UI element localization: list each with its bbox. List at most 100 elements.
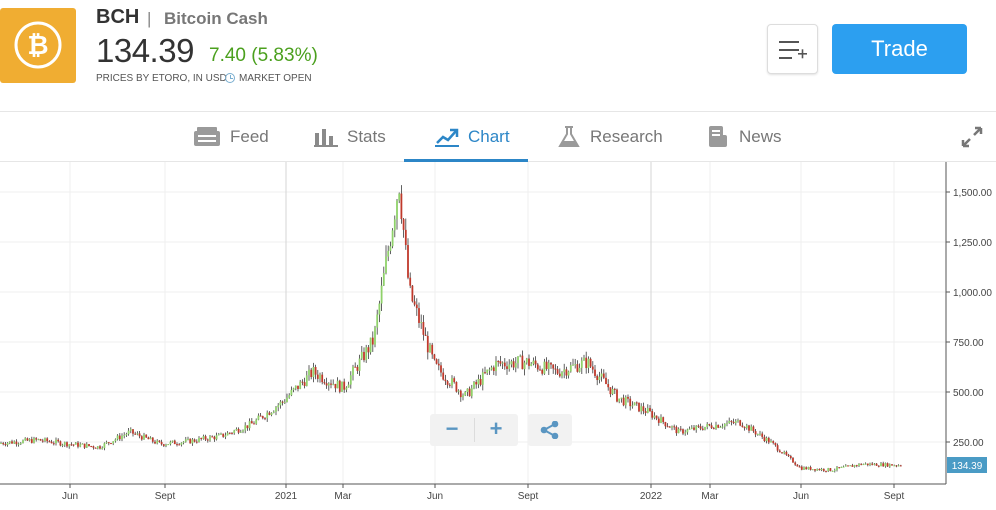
candle-body-down [668,426,671,428]
price-candle [235,427,238,431]
price-candle [741,422,744,428]
share-button[interactable] [528,414,572,446]
price-candle [693,425,695,431]
candle-body-down [552,364,555,369]
candle-body-up [8,441,11,443]
price-candle [701,425,704,431]
tab-research[interactable]: Research [557,112,663,162]
candle-body-down [484,372,486,374]
candle-body-down [851,465,854,467]
price-candle [319,372,321,383]
price-candle [838,467,841,469]
x-tick-label: 2021 [275,491,298,502]
price-candle [627,394,629,403]
candle-body-up [184,439,187,442]
price-candle [279,400,282,409]
price-candle [666,423,669,428]
price-candle [217,432,220,436]
candle-body-down [431,344,434,355]
share-icon [540,421,559,439]
price-candle [510,359,513,368]
candle-body-up [477,379,480,385]
candle-body-up [514,363,517,368]
tab-feed[interactable]: Feed [193,112,269,162]
expand-icon[interactable] [960,125,984,149]
price-candle [314,364,317,380]
candle-body-down [629,398,632,407]
price-candle [15,439,18,447]
trade-button[interactable]: Trade [832,24,967,74]
price-candle [862,463,865,466]
candle-body-down [693,427,695,430]
price-candle [851,463,854,467]
candle-body-down [26,438,29,441]
price-candle [473,381,475,390]
price-candle [198,436,200,443]
candle-body-down [825,470,827,472]
price-candle [244,422,247,434]
zoom-in-button[interactable]: + [489,416,503,441]
price-candle [92,445,95,450]
price-candle [594,365,596,379]
candle-body-down [701,428,704,430]
candle-body-up [103,443,106,449]
tab-chart[interactable]: Chart [435,112,510,162]
candle-body-down [468,388,471,397]
candle-body-down [222,433,225,437]
candle-body-down [367,347,370,353]
candle-body-up [382,273,385,286]
price-candle [444,374,447,386]
price-candle [866,463,869,467]
price-candle [836,465,838,472]
candle-body-down [596,375,599,381]
candle-body-down [70,444,73,446]
candle-body-down [422,322,425,335]
tab-news[interactable]: News [706,112,782,162]
x-tick-label: Sept [518,491,539,502]
price-chart[interactable]: 250.00 500.00 750.00 1,000.00 1,250.00 1,500.… [0,162,996,510]
price-candle [369,337,372,355]
price-candle [96,446,99,450]
candle-body-down [899,465,902,467]
price-candle [424,327,427,336]
candle-body-up [244,425,247,431]
candle-body-down [534,360,537,365]
candle-body-down [459,390,462,398]
price-candle [787,453,790,458]
candle-body-up [759,433,761,435]
price-candle [743,426,746,431]
price-candle [855,464,858,468]
candle-body-down [57,439,60,442]
candle-body-up [283,401,286,403]
price-candle [2,441,5,446]
price-candle [396,199,398,230]
price-candle [466,388,469,397]
price-candle [312,362,315,383]
price-candle [756,433,759,436]
candle-body-up [125,434,128,436]
candle-body-down [748,425,750,431]
price-candle [695,425,698,433]
price-candle [785,450,788,456]
price-candle [195,439,198,444]
candle-body-up [897,465,900,467]
tab-stats[interactable]: Stats [314,112,386,162]
candle-body-up [532,360,535,364]
price-candle [404,218,407,250]
candle-body-up [233,430,236,434]
price-candle [754,428,757,438]
candle-body-down [662,417,665,423]
add-to-watchlist-button[interactable] [767,24,818,74]
candle-body-up [182,441,185,443]
candle-body-down [506,366,508,369]
candle-body-down [107,442,110,444]
price-candle [561,371,563,379]
zoom-out-button[interactable]: − [445,416,459,441]
candle-body-down [503,362,506,367]
last-price-marker: 134.39 [947,457,987,473]
candle-body-up [85,444,88,448]
candle-body-down [539,369,541,371]
candle-body-down [321,374,324,383]
candle-body-down [147,437,150,440]
candle-body-down [536,364,539,370]
